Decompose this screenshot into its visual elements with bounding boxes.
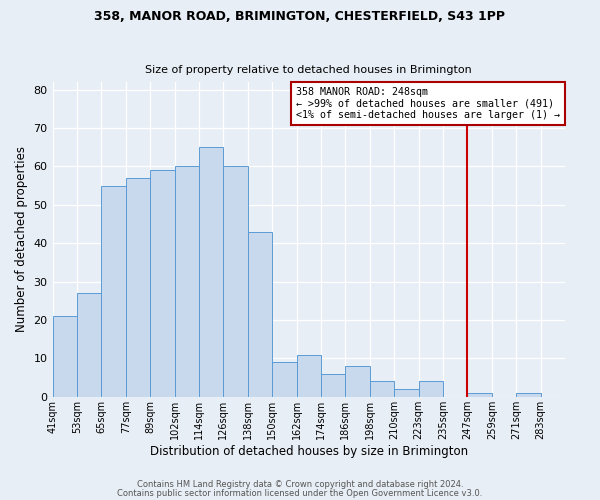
Bar (394, 389, 419, 397)
Bar (419, 382, 443, 397)
Bar (101, 186, 126, 397)
Bar (248, 232, 272, 397)
X-axis label: Distribution of detached houses by size in Brimington: Distribution of detached houses by size … (150, 444, 468, 458)
Bar (272, 362, 296, 397)
Text: 358, MANOR ROAD, BRIMINGTON, CHESTERFIELD, S43 1PP: 358, MANOR ROAD, BRIMINGTON, CHESTERFIEL… (95, 10, 505, 23)
Bar (517, 393, 541, 397)
Y-axis label: Number of detached properties: Number of detached properties (15, 146, 28, 332)
Title: Size of property relative to detached houses in Brimington: Size of property relative to detached ho… (145, 66, 472, 76)
Bar (296, 354, 321, 397)
Bar (467, 393, 492, 397)
Bar (53, 316, 77, 397)
Bar (223, 166, 248, 397)
Bar (321, 374, 346, 397)
Text: 358 MANOR ROAD: 248sqm
← >99% of detached houses are smaller (491)
<1% of semi-d: 358 MANOR ROAD: 248sqm ← >99% of detache… (296, 86, 560, 120)
Text: Contains HM Land Registry data © Crown copyright and database right 2024.: Contains HM Land Registry data © Crown c… (137, 480, 463, 489)
Bar (126, 178, 150, 397)
Bar (175, 166, 199, 397)
Bar (150, 170, 175, 397)
Text: Contains public sector information licensed under the Open Government Licence v3: Contains public sector information licen… (118, 490, 482, 498)
Bar (346, 366, 370, 397)
Bar (370, 382, 394, 397)
Bar (199, 147, 223, 397)
Bar (77, 293, 101, 397)
